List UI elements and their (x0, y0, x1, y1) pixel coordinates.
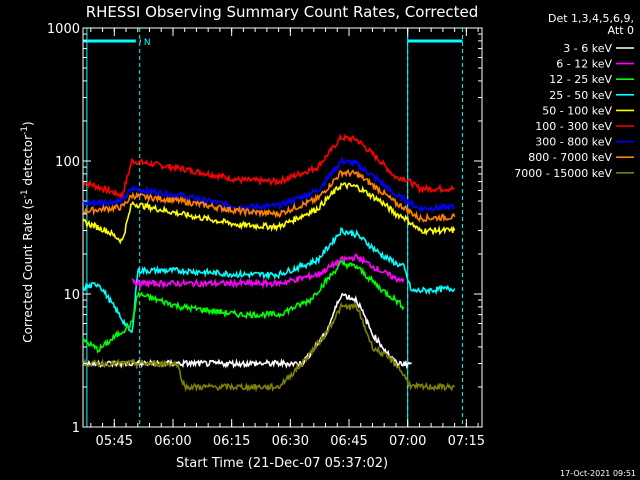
legend-label: 6 - 12 keV (556, 58, 612, 71)
legend-label: 300 - 800 keV (535, 136, 612, 149)
y-tick-label: 1000 (47, 22, 80, 37)
chart-title: RHESSI Observing Summary Count Rates, Co… (86, 3, 479, 21)
series-line (82, 133, 455, 199)
legend-label: 3 - 6 keV (563, 42, 612, 55)
series-line (82, 226, 456, 333)
legend-label: 7000 - 15000 keV (514, 167, 612, 180)
timestamp: 17-Oct-2021 09:51 (560, 469, 636, 478)
attenuator-label: N (144, 38, 151, 48)
x-tick-label: 06:00 (154, 434, 191, 449)
y-label-part: detector (21, 135, 35, 190)
x-tick-label: 06:30 (272, 434, 309, 449)
legend-label: 800 - 7000 keV (528, 151, 612, 164)
series-line (82, 168, 456, 223)
x-axis-label: Start Time (21-Dec-07 05:37:02) (176, 456, 388, 471)
series-line (131, 253, 405, 290)
legend-header: Att 0 (608, 24, 634, 37)
legend: Det 1,3,4,5,6,9,Att 0 3 - 6 keV 6 - 12 keV… (514, 12, 634, 180)
x-tick-label: 07:15 (448, 434, 485, 449)
y-tick-label: 1 (72, 421, 80, 436)
x-tick-label: 06:15 (213, 434, 250, 449)
series-line (82, 292, 412, 370)
y-label-sup: -1 (20, 189, 30, 198)
legend-label: 50 - 100 keV (542, 104, 612, 117)
plot-area (82, 27, 483, 428)
series-line (82, 182, 456, 245)
x-tick-label: 05:45 (96, 434, 133, 449)
series-line (82, 260, 405, 354)
series-line (82, 155, 456, 214)
x-tick-label: 07:00 (389, 434, 426, 449)
y-tick-label: 10 (63, 288, 80, 303)
legend-label: 25 - 50 keV (549, 89, 612, 102)
legend-label: 100 - 300 keV (535, 120, 612, 133)
y-label-part: Corrected Count Rate (s (21, 198, 35, 342)
legend-label: 12 - 25 keV (549, 73, 612, 86)
legend-header: Det 1,3,4,5,6,9, (548, 12, 634, 25)
y-label-part: ) (21, 121, 35, 126)
y-axis-label: Corrected Count Rate (s-1 detector-1) (20, 121, 35, 342)
x-tick-label: 06:45 (330, 434, 367, 449)
y-label-sup: -1 (20, 126, 30, 135)
series-line (82, 301, 456, 393)
y-tick-label: 100 (55, 155, 80, 170)
